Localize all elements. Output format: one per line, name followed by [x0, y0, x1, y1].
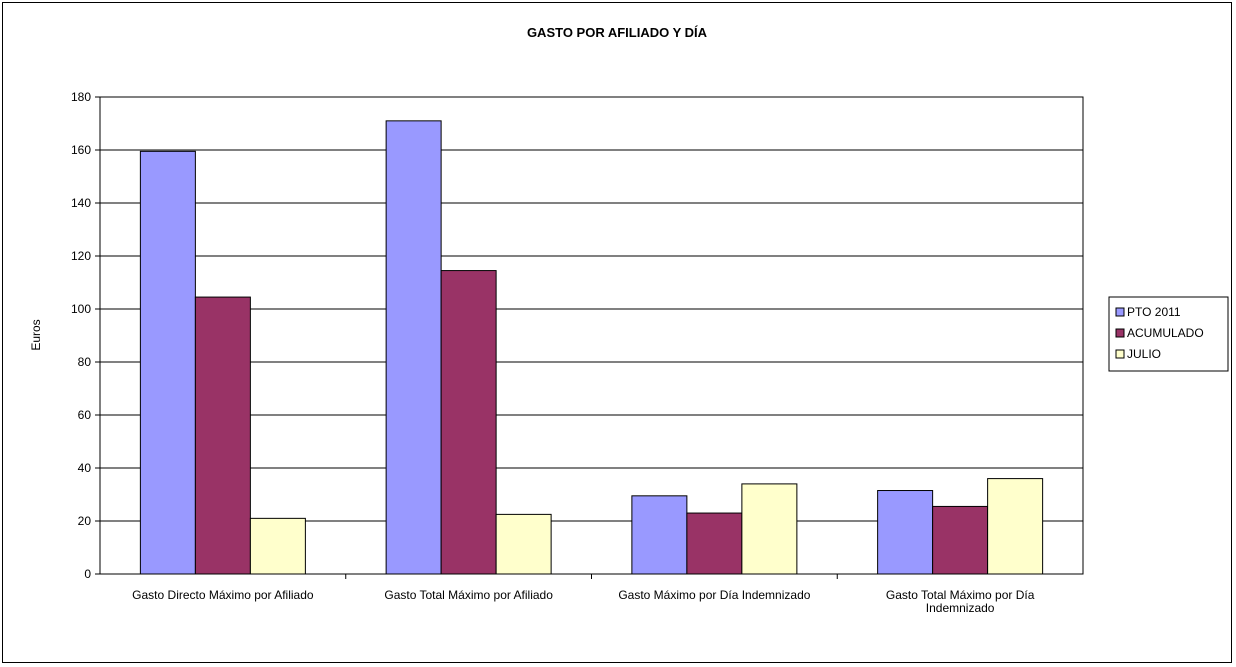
y-tick-label: 20 — [78, 514, 92, 528]
legend-entry: PTO 2011 — [1127, 305, 1181, 319]
bar — [741, 483, 798, 575]
y-tick-label: 80 — [78, 355, 92, 369]
legend-entry: JULIO — [1127, 347, 1161, 361]
bar — [877, 490, 934, 575]
bar — [139, 150, 196, 575]
x-category-label: Gasto Total Máximo por Día — [886, 588, 1035, 602]
bar — [194, 296, 251, 575]
y-tick-label: 40 — [78, 461, 92, 475]
x-category-label: Gasto Máximo por Día Indemnizado — [618, 588, 810, 602]
x-category-label: Indemnizado — [926, 601, 995, 615]
legend-entry: ACUMULADO — [1127, 326, 1204, 340]
bar — [987, 478, 1044, 575]
bar — [631, 495, 688, 575]
bar — [440, 270, 497, 575]
y-tick-label: 180 — [71, 90, 91, 104]
legend-swatch — [1115, 328, 1125, 338]
bar — [932, 505, 989, 575]
y-tick-label: 140 — [71, 196, 91, 210]
bar — [385, 120, 442, 575]
x-category-label: Gasto Total Máximo por Afiliado — [384, 588, 553, 602]
bar — [686, 512, 743, 575]
legend-swatch — [1115, 349, 1125, 359]
chart-title: GASTO POR AFILIADO Y DÍA — [527, 25, 708, 40]
y-tick-label: 100 — [71, 302, 91, 316]
legend-box — [1108, 296, 1229, 372]
y-tick-label: 60 — [78, 408, 92, 422]
legend-swatch — [1115, 307, 1125, 317]
y-axis-label: Euros — [29, 319, 43, 350]
bar — [249, 517, 306, 575]
y-tick-label: 0 — [84, 567, 91, 581]
bar — [495, 513, 552, 575]
x-category-label: Gasto Directo Máximo por Afiliado — [132, 588, 314, 602]
y-tick-label: 120 — [71, 249, 91, 263]
y-tick-label: 160 — [71, 143, 91, 157]
